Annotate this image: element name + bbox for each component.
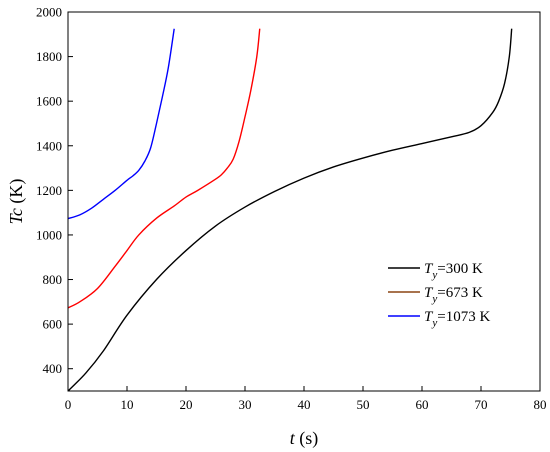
x-axis-unit: (s) — [295, 428, 319, 449]
plot-frame — [67, 11, 541, 392]
y-axis-var: Tc — [6, 208, 26, 224]
y-tick-label: 600 — [43, 317, 63, 332]
series-line-2 — [67, 28, 261, 309]
x-tick-label: 10 — [121, 397, 134, 412]
y-tick-label: 1000 — [36, 227, 62, 242]
x-axis-title: t (s) — [290, 428, 319, 449]
series-line-3 — [67, 28, 175, 220]
x-tick-label: 20 — [180, 397, 193, 412]
y-tick-label: 1800 — [36, 49, 62, 64]
y-tick-label: 2000 — [36, 5, 62, 20]
x-tick-label: 70 — [475, 397, 488, 412]
y-tick-label: 400 — [43, 361, 63, 376]
legend-label-1: Ty=300 K — [424, 261, 483, 281]
y-axis-title: Tc (K) — [6, 179, 27, 225]
legend-label-3: Ty=1073 K — [424, 309, 490, 329]
x-tick-label: 80 — [534, 397, 547, 412]
legend: Ty=300 K Ty=673 K Ty=1073 K — [388, 261, 490, 329]
x-tick-label: 60 — [416, 397, 429, 412]
y-tick-label: 1600 — [36, 94, 62, 109]
x-axis-var: t — [290, 428, 296, 448]
ticks-layer: 0 10 20 30 40 50 60 70 80 400 600 800 1000 1200 1400 16… — [36, 5, 547, 413]
x-tick-label: 30 — [239, 397, 252, 412]
y-tick-label: 800 — [43, 272, 63, 287]
x-tick-label: 0 — [65, 397, 72, 412]
x-tick-label: 40 — [298, 397, 311, 412]
series-layer — [67, 28, 513, 392]
x-tick-label: 50 — [357, 397, 370, 412]
y-tick-label: 1400 — [36, 138, 62, 153]
series-line-1 — [67, 28, 513, 392]
legend-label-2: Ty=673 K — [424, 285, 483, 305]
y-axis-unit: (K) — [6, 179, 27, 209]
y-tick-label: 1200 — [36, 183, 62, 198]
